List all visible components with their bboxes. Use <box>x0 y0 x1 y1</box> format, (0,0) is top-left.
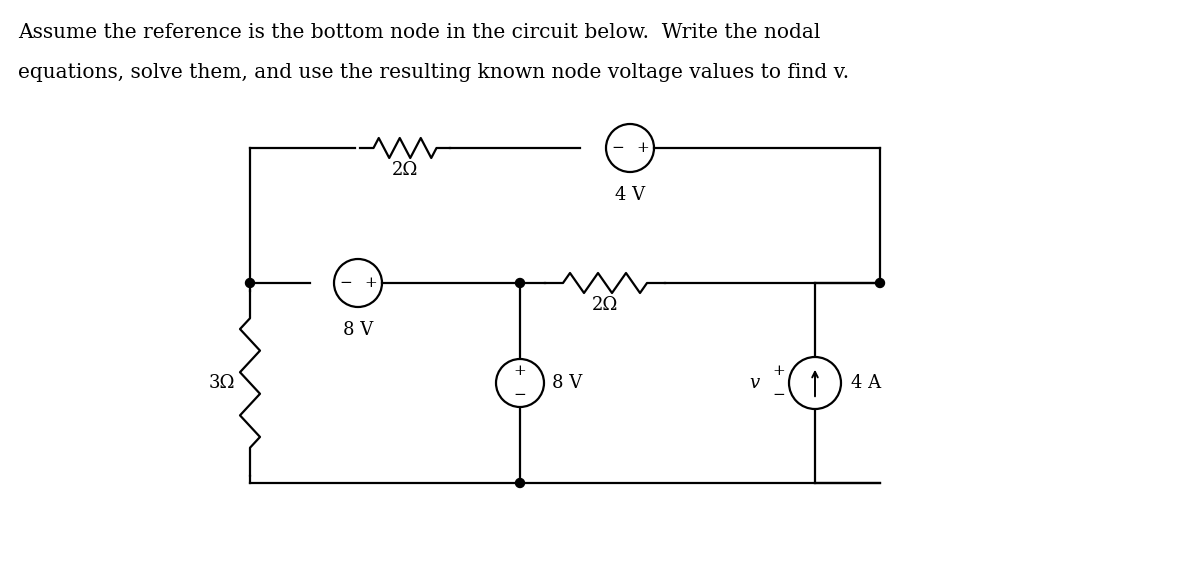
Text: −: − <box>773 388 785 401</box>
Text: 8 V: 8 V <box>552 374 582 392</box>
Circle shape <box>876 279 884 288</box>
Text: −: − <box>514 388 527 403</box>
Text: −: − <box>340 276 352 290</box>
Text: +: + <box>636 141 649 155</box>
Text: 4 V: 4 V <box>614 186 646 204</box>
Text: +: + <box>364 276 377 290</box>
Text: v: v <box>749 374 760 392</box>
Circle shape <box>516 279 524 288</box>
Text: −: − <box>611 141 624 155</box>
Text: 2Ω: 2Ω <box>592 296 618 314</box>
Text: equations, solve them, and use the resulting known node voltage values to find v: equations, solve them, and use the resul… <box>18 64 850 83</box>
Circle shape <box>516 479 524 488</box>
Circle shape <box>246 279 254 288</box>
Text: 8 V: 8 V <box>343 321 373 339</box>
Text: Assume the reference is the bottom node in the circuit below.  Write the nodal: Assume the reference is the bottom node … <box>18 24 821 42</box>
Text: 2Ω: 2Ω <box>392 161 418 179</box>
Text: 4 A: 4 A <box>851 374 881 392</box>
Text: +: + <box>773 364 785 378</box>
Text: +: + <box>514 364 527 378</box>
Text: 3Ω: 3Ω <box>209 374 235 392</box>
